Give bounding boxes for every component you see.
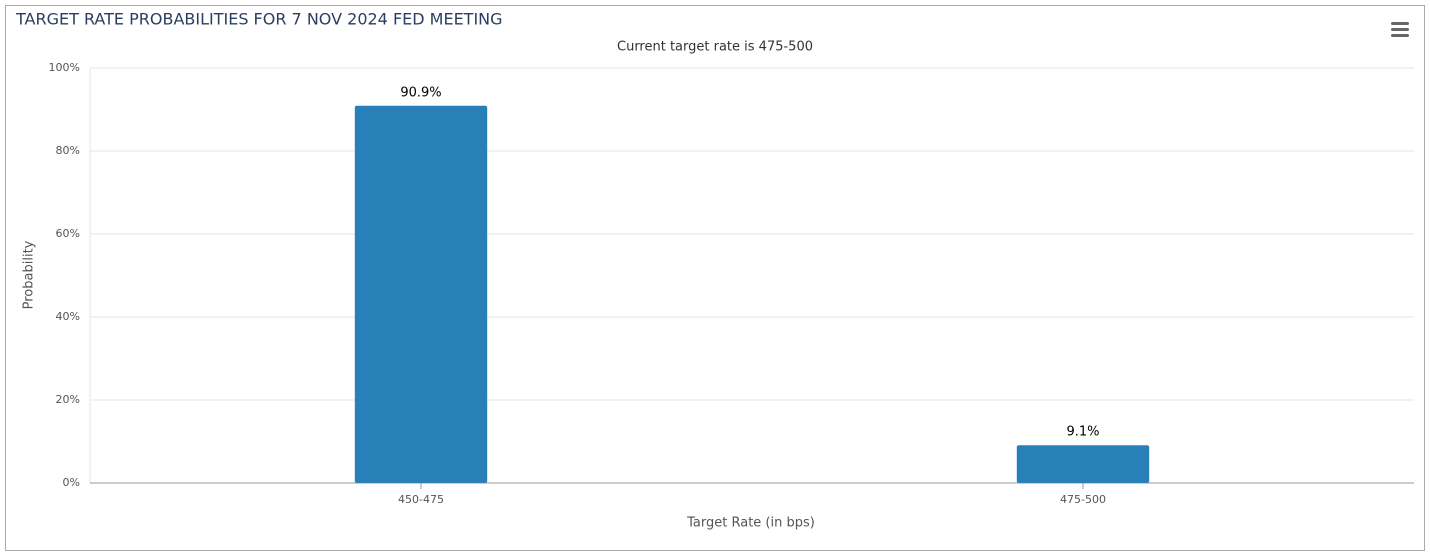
y-tick-label: 20% [56,393,80,406]
x-axis-label: Target Rate (in bps) [686,516,815,531]
y-tick-label: 60% [56,227,80,240]
y-tick-label: 100% [49,61,80,74]
menu-bar[interactable] [1391,22,1409,25]
data-label: 90.9% [400,85,441,100]
y-tick-label: 80% [56,144,80,157]
menu-bar[interactable] [1391,28,1409,31]
bar [354,105,488,483]
menu-button[interactable] [1391,22,1409,37]
bar [1016,445,1150,483]
y-tick-label: 0% [63,476,80,489]
y-axis-label: Probability [22,240,37,309]
menu-bar[interactable] [1391,34,1409,37]
y-tick-label: 40% [56,310,80,323]
chart-title: TARGET RATE PROBABILITIES FOR 7 NOV 2024… [15,10,503,29]
x-tick-label: 475-500 [1060,493,1106,506]
chart-frame [5,5,1425,551]
chart-subtitle: Current target rate is 475-500 [617,40,813,55]
data-label: 9.1% [1066,425,1099,440]
x-tick-label: 450-475 [398,493,444,506]
